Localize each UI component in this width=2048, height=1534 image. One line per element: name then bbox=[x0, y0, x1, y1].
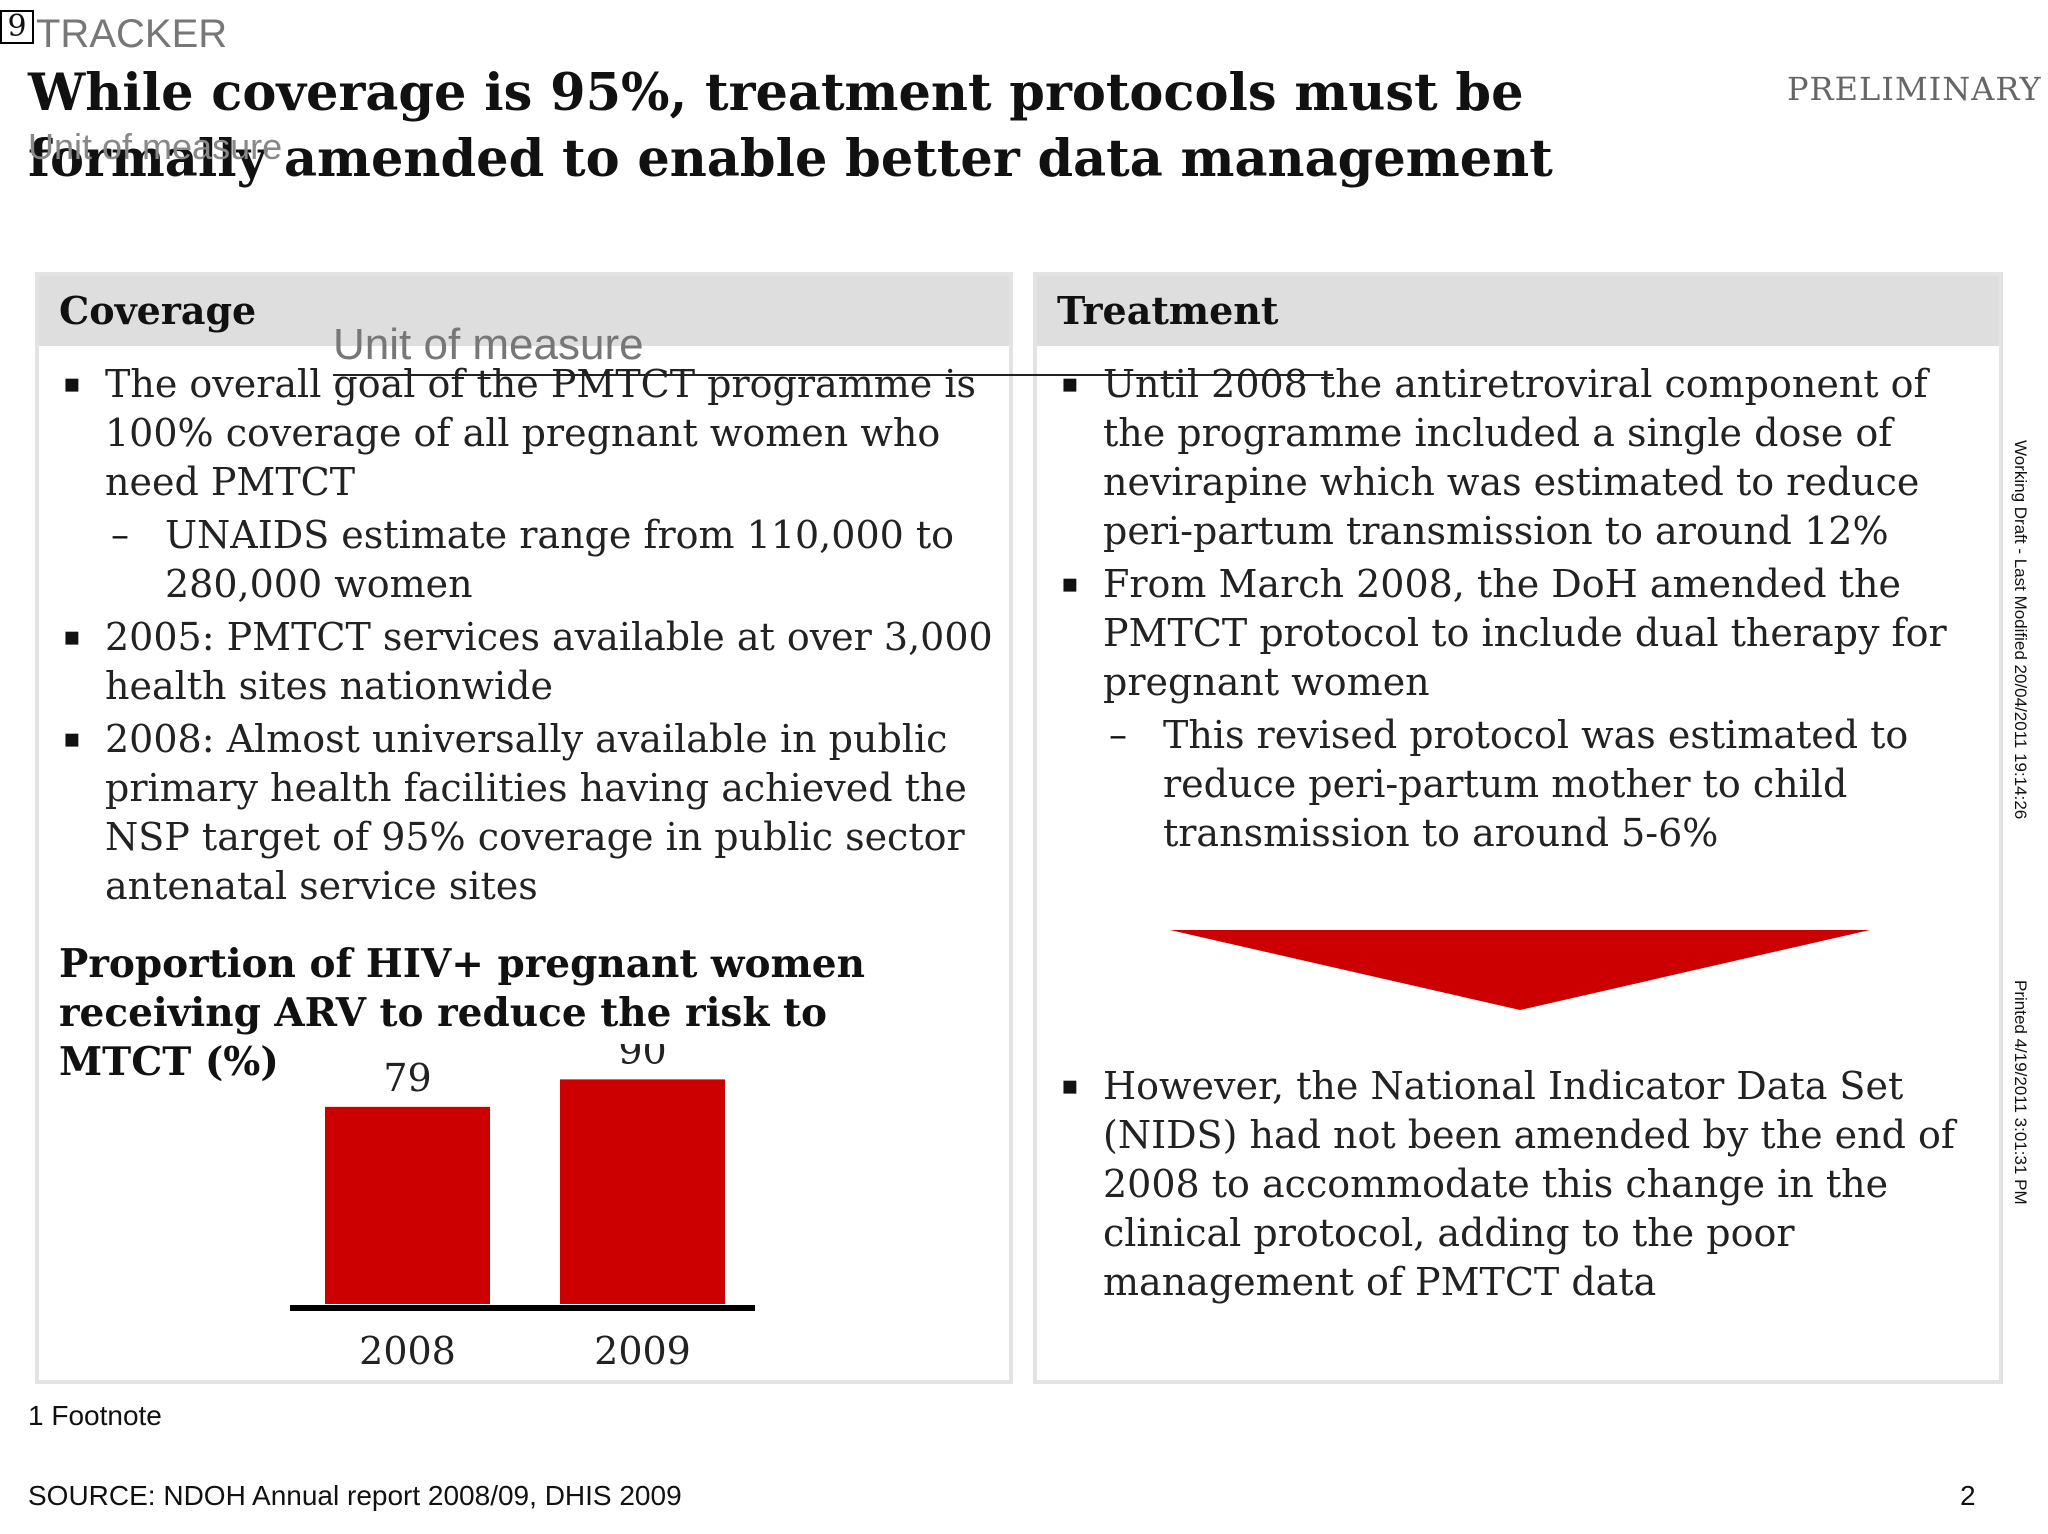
treatment-panel-header: Treatment bbox=[1037, 276, 1999, 346]
footnote: 1 Footnote bbox=[28, 1400, 162, 1431]
bullet-icon: ▪ bbox=[1061, 569, 1079, 599]
sub-bullet-item: – This revised protocol was estimated to … bbox=[1109, 711, 1983, 858]
treatment-list-after-arrow: ▪ However, the National Indicator Data Se… bbox=[1061, 1062, 1983, 1311]
bullet-icon: ▪ bbox=[63, 622, 81, 652]
connector-line bbox=[333, 374, 1333, 376]
printed-note: Printed 4/19/2011 3:01:31 PM bbox=[2011, 980, 2030, 1205]
bullet-icon: ▪ bbox=[1061, 1071, 1079, 1101]
coverage-panel-header: Coverage bbox=[39, 276, 1009, 346]
bullet-text: From March 2008, the DoH amended the PMT… bbox=[1103, 562, 1947, 704]
unit-of-measure-ghost: Unit of measure bbox=[333, 320, 644, 369]
bullet-text: UNAIDS estimate range from 110,000 to 28… bbox=[165, 513, 955, 606]
data-label-2008: 79 bbox=[383, 1056, 431, 1100]
bullet-item: ▪ From March 2008, the DoH amended the PM… bbox=[1061, 560, 1983, 707]
down-arrow-icon bbox=[1170, 930, 1870, 1010]
category-label-2008: 2008 bbox=[359, 1329, 456, 1373]
bullet-item: ▪ 2008: Almost universally available in p… bbox=[63, 715, 1005, 911]
working-draft-note: Working Draft - Last Modified 20/04/2011… bbox=[2011, 440, 2030, 820]
treatment-panel: Treatment ▪ Until 2008 the antiretroviral… bbox=[1033, 272, 2003, 1384]
bullet-text: 2008: Almost universally available in pu… bbox=[105, 717, 967, 908]
sub-bullet-item: – UNAIDS estimate range from 110,000 to 2… bbox=[111, 511, 1005, 609]
page-title: While coverage is 95%, treatment protoco… bbox=[28, 63, 1553, 189]
coverage-list: ▪ The overall goal of the PMTCT programme… bbox=[63, 360, 1005, 915]
bullet-text: The overall goal of the PMTCT programme … bbox=[105, 362, 976, 504]
bullet-item: ▪ Until 2008 the antiretroviral component… bbox=[1061, 360, 1983, 556]
arv-bar-chart: 79 2008 90 2009 bbox=[290, 1044, 755, 1373]
dash-icon: – bbox=[111, 515, 129, 556]
treatment-list: ▪ Until 2008 the antiretroviral component… bbox=[1061, 360, 1983, 862]
bullet-text: This revised protocol was estimated to r… bbox=[1163, 713, 1909, 855]
dash-icon: – bbox=[1109, 715, 1127, 756]
treatment-panel-title: Treatment bbox=[1057, 288, 1279, 333]
unit-of-measure-overlay: Unit of measure bbox=[28, 126, 283, 167]
bullet-icon: ▪ bbox=[63, 369, 81, 399]
category-label-2009: 2009 bbox=[594, 1329, 691, 1373]
bar-2008 bbox=[325, 1106, 490, 1304]
bullet-item: ▪ 2005: PMTCT services available at over … bbox=[63, 613, 1005, 711]
page-number-box: 9 bbox=[0, 10, 34, 44]
chart-title: Proportion of HIV+ pregnant women receiv… bbox=[59, 941, 865, 1085]
page-number: 2 bbox=[1960, 1480, 1976, 1511]
bullet-icon: ▪ bbox=[63, 724, 81, 754]
data-label-2009: 90 bbox=[618, 1044, 666, 1072]
bullet-item: ▪ The overall goal of the PMTCT programme… bbox=[63, 360, 1005, 507]
bar-2009 bbox=[560, 1079, 725, 1304]
bullet-text: Until 2008 the antiretroviral component … bbox=[1103, 362, 1928, 553]
bullet-text: 2005: PMTCT services available at over 3… bbox=[105, 615, 993, 708]
coverage-panel-title: Coverage bbox=[59, 288, 257, 333]
coverage-panel: Coverage ▪ The overall goal of the PMTCT … bbox=[35, 272, 1013, 1384]
source-note: SOURCE: NDOH Annual report 2008/09, DHIS… bbox=[28, 1480, 682, 1511]
bullet-item: ▪ However, the National Indicator Data Se… bbox=[1061, 1062, 1983, 1307]
tracker-label: TRACKER bbox=[36, 12, 228, 56]
bullet-text: However, the National Indicator Data Set… bbox=[1103, 1064, 1955, 1304]
bullet-icon: ▪ bbox=[1061, 369, 1079, 399]
status-label: PRELIMINARY bbox=[1787, 70, 2042, 108]
